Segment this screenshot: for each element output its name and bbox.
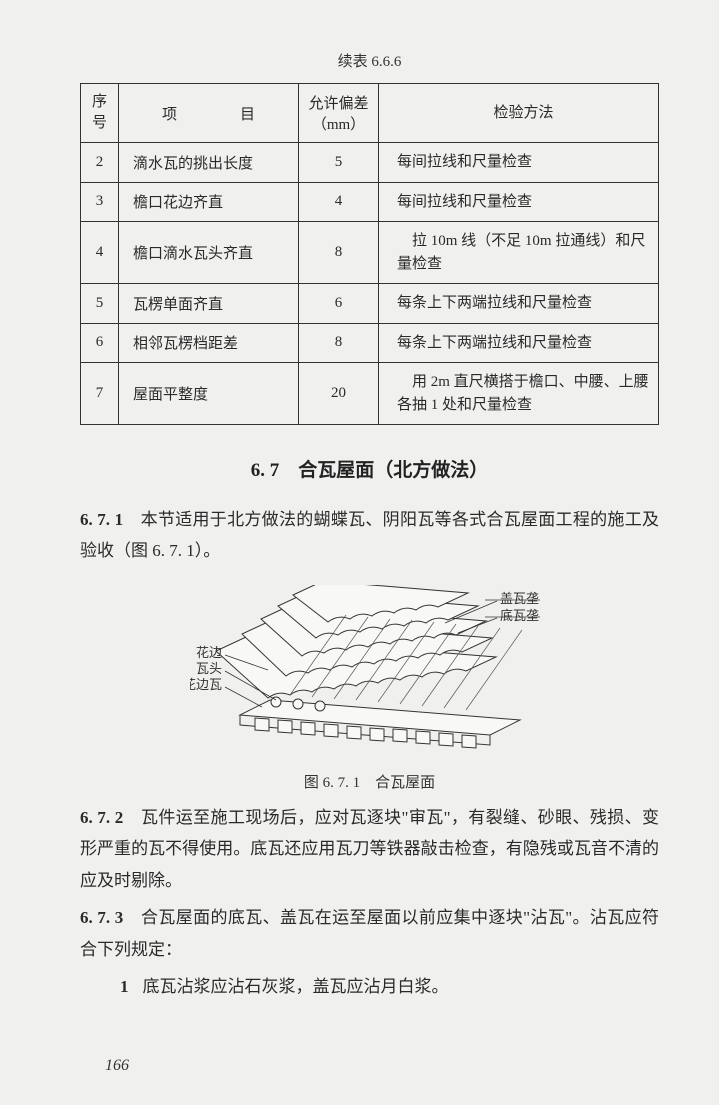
cell-method: 每间拉线和尺量检查 xyxy=(379,182,659,222)
header-seq: 序号 xyxy=(81,84,119,143)
cell-tol: 20 xyxy=(299,363,379,425)
table-row: 7 屋面平整度 20 用 2m 直尺横搭于檐口、中腰、上腰各抽 1 处和尺量检查 xyxy=(81,363,659,425)
cell-tol: 5 xyxy=(299,143,379,183)
cell-tol: 8 xyxy=(299,222,379,284)
cell-item: 檐口滴水瓦头齐直 xyxy=(119,222,299,284)
table-row: 4 檐口滴水瓦头齐直 8 拉 10m 线（不足 10m 拉通线）和尺量检查 xyxy=(81,222,659,284)
cell-item: 相邻瓦楞档距差 xyxy=(119,323,299,363)
cell-item: 檐口花边齐直 xyxy=(119,182,299,222)
tolerance-table: 序号 项 目 允许偏差 （mm） 检验方法 2 滴水瓦的挑出长度 5 每间拉线和… xyxy=(80,83,659,425)
svg-text:花边瓦: 花边瓦 xyxy=(190,677,222,692)
cell-seq: 2 xyxy=(81,143,119,183)
svg-text:花边: 花边 xyxy=(195,645,221,660)
cell-method: 每间拉线和尺量检查 xyxy=(379,143,659,183)
table-row: 5 瓦楞单面齐直 6 每条上下两端拉线和尺量检查 xyxy=(81,284,659,324)
figure-caption: 图 6. 7. 1 合瓦屋面 xyxy=(304,771,435,792)
cell-seq: 3 xyxy=(81,182,119,222)
table-header-row: 序号 项 目 允许偏差 （mm） 检验方法 xyxy=(81,84,659,143)
cell-method: 用 2m 直尺横搭于檐口、中腰、上腰各抽 1 处和尺量检查 xyxy=(379,363,659,425)
header-item: 项 目 xyxy=(119,84,299,143)
para-text: 合瓦屋面的底瓦、盖瓦在运至屋面以前应集中逐块"沾瓦"。沾瓦应符合下列规定： xyxy=(80,908,659,958)
table-row: 3 檐口花边齐直 4 每间拉线和尺量检查 xyxy=(81,182,659,222)
paragraph-671: 6. 7. 1 本节适用于北方做法的蝴蝶瓦、阴阳瓦等各式合瓦屋面工程的施工及验收… xyxy=(80,504,659,567)
header-method: 检验方法 xyxy=(379,84,659,143)
para-text: 瓦件运至施工现场后，应对瓦逐块"审瓦"，有裂缝、砂眼、残损、变形严重的瓦不得使用… xyxy=(80,808,659,890)
cell-item: 滴水瓦的挑出长度 xyxy=(119,143,299,183)
para-number: 6. 7. 2 xyxy=(80,808,123,827)
sub-number: 1 xyxy=(120,977,129,996)
para-number: 6. 7. 1 xyxy=(80,510,123,529)
sub-text: 底瓦沾浆应沾石灰浆，盖瓦应沾月白浆。 xyxy=(143,977,449,996)
page-number: 166 xyxy=(105,1057,129,1075)
table-row: 2 滴水瓦的挑出长度 5 每间拉线和尺量检查 xyxy=(81,143,659,183)
sub-item-1: 1 底瓦沾浆应沾石灰浆，盖瓦应沾月白浆。 xyxy=(80,971,659,1002)
header-tolerance: 允许偏差 （mm） xyxy=(299,84,379,143)
svg-text:底瓦垄: 底瓦垄 xyxy=(500,608,539,623)
svg-text:盖瓦垄: 盖瓦垄 xyxy=(500,591,539,606)
cell-item: 瓦楞单面齐直 xyxy=(119,284,299,324)
paragraph-673: 6. 7. 3 合瓦屋面的底瓦、盖瓦在运至屋面以前应集中逐块"沾瓦"。沾瓦应符合… xyxy=(80,902,659,965)
para-number: 6. 7. 3 xyxy=(80,908,123,927)
cell-method: 每条上下两端拉线和尺量检查 xyxy=(379,323,659,363)
svg-text:瓦头: 瓦头 xyxy=(195,661,221,676)
cell-seq: 4 xyxy=(81,222,119,284)
paragraph-672: 6. 7. 2 瓦件运至施工现场后，应对瓦逐块"审瓦"，有裂缝、砂眼、残损、变形… xyxy=(80,802,659,896)
cell-seq: 6 xyxy=(81,323,119,363)
cell-seq: 5 xyxy=(81,284,119,324)
cell-tol: 8 xyxy=(299,323,379,363)
cell-method: 每条上下两端拉线和尺量检查 xyxy=(379,284,659,324)
figure-area: 花边 瓦头 花边瓦 盖瓦垄 底瓦垄 图 6. 7. 1 合瓦屋面 xyxy=(80,585,659,792)
table-row: 6 相邻瓦楞档距差 8 每条上下两端拉线和尺量检查 xyxy=(81,323,659,363)
section-title: 6. 7 合瓦屋面（北方做法） xyxy=(80,455,659,482)
cell-method: 拉 10m 线（不足 10m 拉通线）和尺量检查 xyxy=(379,222,659,284)
cell-tol: 4 xyxy=(299,182,379,222)
cell-seq: 7 xyxy=(81,363,119,425)
table-caption: 续表 6.6.6 xyxy=(80,50,659,71)
cell-item: 屋面平整度 xyxy=(119,363,299,425)
cell-tol: 6 xyxy=(299,284,379,324)
roof-tile-diagram: 花边 瓦头 花边瓦 盖瓦垄 底瓦垄 xyxy=(190,585,550,755)
para-text: 本节适用于北方做法的蝴蝶瓦、阴阳瓦等各式合瓦屋面工程的施工及验收（图 6. 7.… xyxy=(80,510,659,560)
